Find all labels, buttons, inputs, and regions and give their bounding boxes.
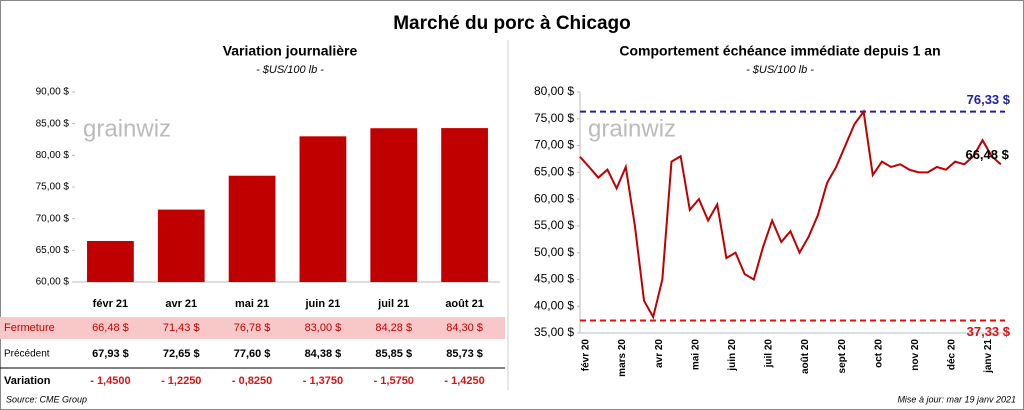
value-label: 71,43 $	[163, 322, 200, 334]
y-tick-label: 45,00 $	[534, 272, 574, 286]
table-cell: 72,65 $	[163, 348, 200, 360]
watermark: grainwiz	[588, 115, 676, 142]
y-tick-label: 70,00 $	[36, 213, 70, 224]
y-tick-label: 50,00 $	[534, 245, 574, 259]
x-tick-label: juin 21	[304, 298, 340, 310]
y-tick-label: 65,00 $	[534, 165, 574, 179]
value-label: 84,30 $	[446, 322, 483, 334]
reference-label: 76,33 $	[967, 92, 1011, 107]
y-tick-label: 60,00 $	[36, 277, 70, 288]
y-tick-label: 70,00 $	[534, 138, 574, 152]
update-date: Mise à jour: mar 19 janv 2021	[897, 394, 1016, 404]
table-cell: 85,85 $	[375, 348, 412, 360]
table-cell: - 1,3750	[303, 375, 343, 387]
table-cell: - 1,4250	[444, 375, 484, 387]
x-tick-label: janv 21	[983, 339, 994, 374]
y-tick-label: 40,00 $	[534, 298, 574, 312]
y-tick-label: 80,00 $	[36, 150, 70, 161]
chart-title: Comportement échéance immédiate depuis 1…	[619, 43, 940, 59]
table-cell: - 0,8250	[232, 375, 272, 387]
y-tick-label: 55,00 $	[534, 218, 574, 232]
y-tick-label: 65,00 $	[36, 245, 70, 256]
bar	[441, 128, 488, 282]
value-label: 84,28 $	[375, 322, 412, 334]
x-tick-label: mai 21	[235, 298, 269, 310]
reference-label: 37,33 $	[967, 324, 1011, 339]
y-tick-label: 75,00 $	[36, 182, 70, 193]
x-tick-label: juin 20	[727, 339, 738, 372]
x-tick-label: sept 20	[837, 339, 848, 374]
y-tick-label: 75,00 $	[534, 111, 574, 125]
y-tick-label: 35,00 $	[534, 325, 574, 339]
watermark: grainwiz	[83, 115, 171, 142]
y-tick-label: 60,00 $	[534, 191, 574, 205]
bar	[157, 209, 205, 282]
row-label: Précédent	[4, 349, 50, 360]
price-line	[579, 109, 1002, 320]
y-tick-label: 85,00 $	[36, 118, 70, 129]
value-label: 83,00 $	[305, 322, 342, 334]
chart-title: Variation journalière	[223, 43, 358, 59]
x-tick-label: août 20	[800, 339, 811, 374]
x-tick-label: févr 21	[93, 298, 128, 310]
bar	[370, 128, 418, 282]
table-cell: 84,38 $	[305, 348, 342, 360]
x-tick-label: déc 20	[947, 339, 958, 371]
y-tick-label: 80,00 $	[534, 84, 574, 98]
x-tick-label: juil 20	[764, 339, 775, 369]
table-cell: - 1,2250	[161, 375, 201, 387]
bar	[299, 136, 347, 282]
bar	[87, 240, 134, 282]
table-cell: 67,93 $	[92, 348, 129, 360]
chart-subtitle: - $US/100 lb -	[256, 64, 324, 76]
main-title: Marché du porc à Chicago	[393, 13, 631, 34]
row-label: Fermeture	[4, 322, 55, 334]
value-label: 66,48 $	[92, 322, 129, 334]
x-tick-label: août 21	[445, 298, 484, 310]
table-cell: - 1,5750	[374, 375, 414, 387]
table-cell: 77,60 $	[234, 348, 271, 360]
y-tick-label: 90,00 $	[36, 87, 70, 98]
x-tick-label: mars 20	[617, 339, 628, 377]
x-tick-label: oct 20	[873, 339, 884, 368]
bar	[228, 175, 276, 282]
row-bg	[0, 317, 505, 339]
chart-subtitle: - $US/100 lb -	[746, 64, 814, 76]
x-tick-label: févr 20	[581, 339, 592, 372]
x-tick-label: avr 20	[654, 339, 665, 368]
table-cell: - 1,4500	[90, 375, 130, 387]
value-label: 76,78 $	[234, 322, 271, 334]
x-tick-label: nov 20	[910, 339, 921, 371]
x-tick-label: mai 20	[690, 339, 701, 371]
row-label: Variation	[4, 375, 51, 387]
x-tick-label: juil 21	[377, 298, 409, 310]
last-value-label: 66,48 $	[965, 147, 1009, 162]
x-tick-label: avr 21	[165, 298, 197, 310]
source: Source: CME Group	[6, 394, 87, 404]
table-cell: 85,73 $	[446, 348, 483, 360]
